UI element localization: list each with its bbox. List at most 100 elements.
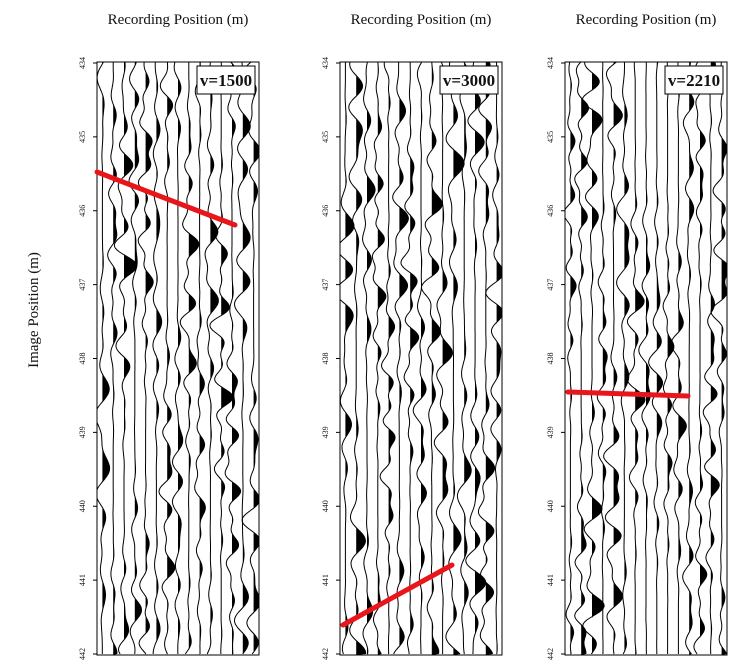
wiggle-trace xyxy=(128,62,143,655)
y-tick-label: 440 xyxy=(321,500,330,512)
velocity-box xyxy=(664,65,724,95)
wiggle-trace xyxy=(565,62,577,655)
event-marker xyxy=(340,562,455,628)
wiggle-fill xyxy=(210,62,219,655)
traces xyxy=(97,62,259,655)
event-marker xyxy=(565,389,691,399)
wiggle-trace xyxy=(171,62,184,655)
wiggle-fill xyxy=(667,62,674,655)
wiggle-trace xyxy=(371,62,387,655)
wiggle-trace xyxy=(392,62,409,655)
wiggle-fill xyxy=(232,62,241,655)
wiggle-trace xyxy=(209,62,234,655)
wiggle-trace xyxy=(97,62,111,654)
wiggle-trace xyxy=(603,62,624,655)
wiggle-fill xyxy=(431,62,443,655)
event-marker xyxy=(94,169,238,228)
x-axis-label: Recording Position (m) xyxy=(351,12,492,28)
wiggle-fill xyxy=(356,62,366,655)
wiggle-fill xyxy=(188,62,199,655)
y-tick-label: 434 xyxy=(546,57,555,69)
wiggle-trace xyxy=(485,62,502,655)
wiggle-fill xyxy=(199,62,206,655)
traces xyxy=(565,62,727,655)
wiggle-trace xyxy=(682,62,695,655)
velocity-box xyxy=(196,65,256,95)
wiggle-trace xyxy=(616,62,630,655)
velocity-label: v=2210 xyxy=(668,71,720,90)
y-tick-label: 434 xyxy=(78,57,87,69)
y-tick-label: 437 xyxy=(78,279,87,291)
wiggle-trace xyxy=(158,62,176,655)
wiggle-fill xyxy=(124,62,137,655)
wiggle-trace xyxy=(670,62,687,654)
wiggle-fill xyxy=(156,62,162,655)
wiggle-trace xyxy=(179,62,200,655)
wiggle-fill xyxy=(134,62,142,655)
y-tick-label: 439 xyxy=(321,426,330,438)
x-axis-label: Recording Position (m) xyxy=(108,12,249,28)
y-tick-label: 435 xyxy=(546,131,555,143)
y-tick-label: 442 xyxy=(546,648,555,660)
wiggle-trace xyxy=(445,62,465,655)
wiggle-fill xyxy=(678,62,687,655)
velocity-label: v=3000 xyxy=(443,71,495,90)
wiggle-trace xyxy=(152,62,163,654)
x-axis-label: Recording Position (m) xyxy=(576,12,717,28)
wiggle-fill xyxy=(624,62,630,655)
y-tick-label: 435 xyxy=(321,131,330,143)
wiggle-fill xyxy=(410,62,419,655)
wiggle-trace xyxy=(348,62,367,655)
y-tick-label: 435 xyxy=(78,131,87,143)
wiggle-fill xyxy=(178,62,183,655)
wiggle-trace xyxy=(233,62,251,655)
wiggle-fill xyxy=(442,62,453,655)
y-tick-label: 436 xyxy=(546,205,555,217)
wiggle-trace xyxy=(241,62,259,655)
wiggle-trace xyxy=(456,62,472,655)
y-axis-label: Image Position (m) xyxy=(26,252,42,368)
wiggle-trace xyxy=(581,62,605,655)
wiggle-fill xyxy=(635,62,645,655)
y-tick-label: 441 xyxy=(546,574,555,586)
wiggle-fill xyxy=(113,62,117,655)
y-tick-label: 437 xyxy=(546,279,555,291)
wiggle-trace xyxy=(596,62,608,655)
wiggle-fill xyxy=(700,62,707,655)
wiggle-trace xyxy=(107,62,118,654)
y-tick-label: 438 xyxy=(546,353,555,365)
wiggle-fill xyxy=(399,62,409,655)
wiggle-fill xyxy=(689,62,694,655)
velocity-box xyxy=(439,65,499,95)
y-tick-label: 439 xyxy=(78,426,87,438)
wiggle-trace xyxy=(638,62,651,654)
y-tick-label: 441 xyxy=(78,574,87,586)
wiggle-trace xyxy=(574,62,590,654)
wiggle-trace xyxy=(433,62,453,654)
wiggle-trace xyxy=(662,62,675,654)
wiggle-fill xyxy=(613,62,623,655)
wiggle-trace xyxy=(194,62,206,654)
y-tick-label: 438 xyxy=(78,353,87,365)
wiggle-trace xyxy=(465,62,487,655)
wiggle-trace xyxy=(340,62,355,655)
wiggle-trace xyxy=(204,62,219,655)
y-tick-label: 440 xyxy=(546,500,555,512)
wiggle-trace xyxy=(477,62,496,655)
wiggle-trace xyxy=(224,62,242,654)
wiggle-trace xyxy=(113,62,138,655)
y-tick-label: 436 xyxy=(78,205,87,217)
y-tick-label: 438 xyxy=(321,353,330,365)
y-tick-label: 440 xyxy=(78,500,87,512)
wiggle-trace xyxy=(400,62,420,655)
wiggle-trace xyxy=(710,62,727,655)
wiggle-trace xyxy=(137,62,154,655)
wiggle-trace xyxy=(379,62,396,654)
wiggle-fill xyxy=(485,62,495,655)
wiggle-trace xyxy=(420,62,443,655)
wiggle-trace xyxy=(693,62,708,655)
wiggle-trace xyxy=(626,62,646,655)
y-tick-label: 442 xyxy=(78,648,87,660)
y-tick-label: 442 xyxy=(321,648,330,660)
